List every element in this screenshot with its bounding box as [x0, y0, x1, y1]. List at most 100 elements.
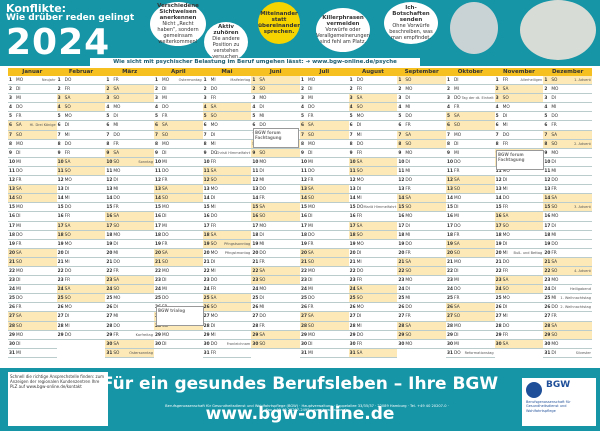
day-cell[interactable]: 18MI — [397, 231, 446, 240]
day-cell[interactable]: 20FR — [543, 249, 592, 258]
day-cell[interactable]: 19DI — [105, 240, 154, 249]
day-cell[interactable]: 28DO — [105, 322, 154, 331]
day-cell[interactable]: 31FR — [202, 349, 252, 358]
day-cell[interactable]: 5 SO — [202, 112, 252, 122]
day-cell[interactable]: 5 DO — [543, 112, 592, 122]
day-cell[interactable]: 15SA — [251, 203, 300, 213]
day-cell[interactable]: 19SA — [446, 239, 495, 249]
day-cell[interactable]: 18FR — [446, 231, 495, 240]
day-cell[interactable]: 26MI — [251, 303, 300, 313]
day-cell[interactable]: 1 MI Maifeiertag — [202, 76, 252, 86]
day-cell[interactable]: 29MO — [300, 331, 349, 340]
day-cell[interactable]: 26DI — [494, 303, 544, 313]
day-cell[interactable]: 22SO 4. Advent — [543, 266, 592, 277]
day-cell[interactable]: 18SO — [56, 230, 106, 240]
day-cell[interactable]: 24SO — [494, 285, 544, 295]
day-cell[interactable]: 31DO Reformationstag — [446, 349, 495, 358]
day-cell[interactable]: 14MI — [56, 194, 106, 204]
day-cell[interactable]: 29MI — [202, 331, 252, 340]
day-cell[interactable]: 27SO — [446, 312, 495, 322]
day-cell[interactable]: 13FR — [543, 185, 592, 195]
day-cell[interactable]: 25DI — [251, 294, 300, 304]
day-cell[interactable]: 24DI — [397, 285, 446, 295]
day-cell[interactable]: 5 FR — [8, 112, 57, 122]
day-cell[interactable]: 1 SO 1. Advent — [543, 76, 592, 86]
day-cell[interactable]: 24DO — [446, 285, 495, 295]
day-cell[interactable]: 27SA — [300, 312, 349, 322]
day-cell[interactable]: 4 FR — [446, 103, 495, 113]
day-cell[interactable]: 6 FR — [397, 121, 446, 131]
day-cell[interactable]: 2 FR — [56, 85, 106, 95]
day-cell[interactable]: 15SO 3. Advent — [543, 203, 592, 213]
day-cell[interactable]: 2 DI — [300, 85, 349, 95]
day-cell[interactable]: 12SA — [446, 176, 495, 186]
day-cell[interactable]: 26MO — [348, 303, 398, 313]
day-cell[interactable]: 18SA — [202, 230, 252, 240]
day-cell[interactable]: 29SO — [397, 330, 446, 340]
day-cell[interactable]: 22DO — [56, 267, 106, 277]
day-cell[interactable]: 12DO — [397, 176, 446, 186]
day-cell[interactable]: 16DO — [202, 212, 252, 222]
day-cell[interactable]: 4 SA — [202, 103, 252, 113]
day-cell[interactable]: 21FR — [251, 258, 300, 267]
day-cell[interactable]: 21SA — [397, 257, 446, 267]
day-cell[interactable]: 5 DI — [105, 112, 154, 122]
day-cell[interactable]: 11MO — [494, 167, 544, 177]
day-cell[interactable]: 23MI — [446, 276, 495, 286]
day-cell[interactable]: 1 SO — [397, 76, 446, 86]
day-cell[interactable]: 9 FR — [56, 149, 106, 158]
day-cell[interactable]: 2 MO — [397, 85, 446, 95]
day-cell[interactable]: 3 MO — [251, 94, 300, 104]
day-cell[interactable]: 7 SA — [397, 130, 446, 140]
day-cell[interactable]: 16MO — [543, 212, 592, 222]
day-cell[interactable]: 10MI — [8, 158, 57, 167]
day-cell[interactable]: 9 DI — [300, 149, 349, 158]
day-cell[interactable]: 20MO Pfingstmontag — [202, 249, 252, 258]
day-cell[interactable]: 11DI — [251, 167, 300, 177]
day-cell[interactable]: 19FR — [8, 240, 57, 249]
day-cell[interactable]: 17SA — [56, 221, 106, 231]
day-cell[interactable]: 3 SA — [56, 94, 106, 104]
day-cell[interactable]: 5 FR — [154, 112, 203, 122]
day-cell[interactable]: 19FR — [154, 240, 203, 249]
day-cell[interactable]: 18DO — [8, 231, 57, 240]
day-cell[interactable]: 11SA — [202, 166, 252, 177]
day-cell[interactable]: 18SO — [348, 230, 398, 240]
day-cell[interactable]: 29DO — [348, 331, 398, 340]
day-cell[interactable]: 10SA — [56, 157, 106, 167]
day-cell[interactable]: 27DI — [56, 312, 106, 322]
day-cell[interactable]: 8 SO — [397, 139, 446, 149]
day-cell[interactable]: 22MO — [300, 267, 349, 277]
day-cell[interactable]: 2 MO — [543, 85, 592, 95]
day-cell[interactable]: 3 MI — [300, 94, 349, 104]
day-cell[interactable]: 23DI — [8, 276, 57, 286]
day-cell[interactable]: 25MO — [105, 294, 154, 304]
day-cell[interactable]: 4 MI — [397, 103, 446, 113]
day-cell[interactable]: 14SA — [543, 194, 592, 204]
day-cell[interactable]: 6 DI — [348, 121, 398, 131]
day-cell[interactable]: 19DI — [494, 240, 544, 249]
day-cell[interactable]: 29FR Karfreitag — [105, 331, 154, 340]
day-cell[interactable]: 3 FR — [202, 94, 252, 104]
day-cell[interactable]: 2 SO — [251, 85, 300, 95]
day-cell[interactable]: 30MO — [397, 340, 446, 349]
day-cell[interactable]: 4 MI — [543, 103, 592, 113]
day-cell[interactable]: 7 SO — [300, 130, 349, 140]
day-cell[interactable]: 25FR — [446, 294, 495, 304]
day-cell[interactable]: 30SO — [251, 339, 300, 349]
day-cell[interactable]: 1 DI — [446, 76, 495, 86]
day-cell[interactable]: 28DI — [202, 322, 252, 331]
day-cell[interactable]: 11FR — [446, 167, 495, 177]
day-cell[interactable]: 12DI — [494, 176, 544, 186]
day-cell[interactable]: 18DO — [300, 231, 349, 240]
day-cell[interactable]: 21SO — [154, 257, 203, 267]
day-cell[interactable]: 2 SA — [494, 85, 544, 95]
day-cell[interactable]: 12SO — [202, 176, 252, 186]
day-cell[interactable]: 16DI — [154, 212, 203, 222]
day-cell[interactable]: 29MO — [8, 331, 57, 340]
day-cell[interactable]: 4 DI — [251, 103, 300, 113]
day-cell[interactable]: 14DO — [494, 194, 544, 204]
day-cell[interactable]: 19DO — [397, 240, 446, 249]
day-cell[interactable]: 13MI — [494, 185, 544, 195]
day-cell[interactable]: 19DO — [543, 240, 592, 249]
